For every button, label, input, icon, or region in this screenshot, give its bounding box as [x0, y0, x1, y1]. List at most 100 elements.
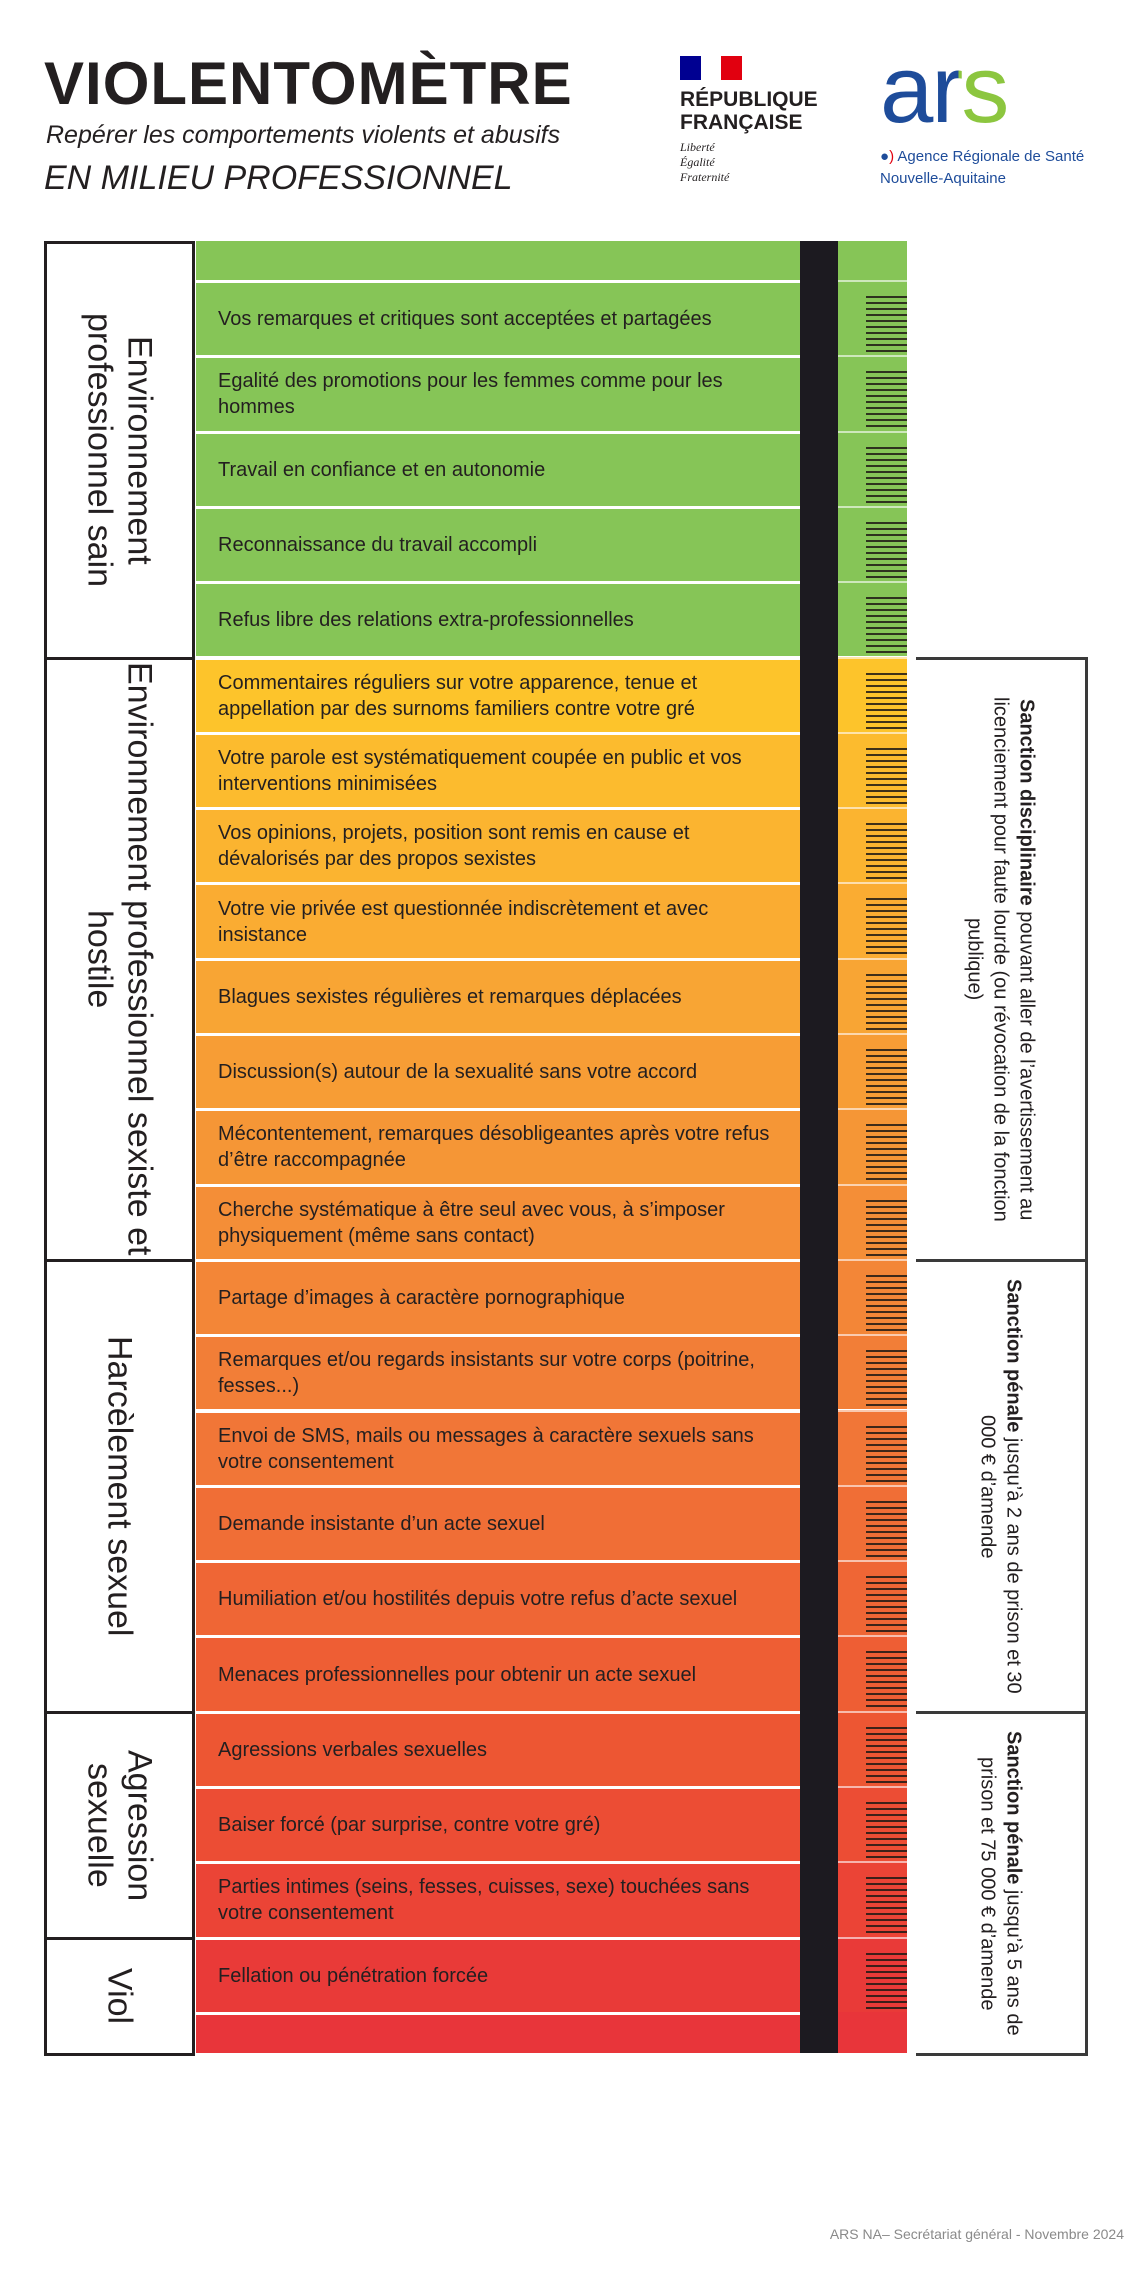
behavior-row: Humiliation et/ou hostilités depuis votr… — [196, 1560, 800, 1636]
tick-marks — [866, 1274, 907, 1335]
tick-segment — [838, 656, 907, 732]
behavior-row: Cherche systématique à être seul avec vo… — [196, 1183, 800, 1259]
behavior-text: Travail en confiance et en autonomie — [218, 458, 546, 481]
tick-segment — [838, 505, 907, 582]
behavior-text: Votre parole est systématiquement coupée… — [218, 746, 742, 795]
top-band — [196, 241, 800, 280]
behavior-text: Envoi de SMS, mails ou messages à caract… — [218, 1424, 754, 1473]
behavior-row: Remarques et/ou regards insistants sur v… — [196, 1334, 800, 1410]
behavior-text: Menaces professionnelles pour obtenir un… — [218, 1663, 697, 1686]
tick-marks — [866, 1425, 907, 1485]
behavior-row: Baiser forcé (par surprise, contre votre… — [196, 1786, 800, 1862]
tick-segment — [838, 355, 907, 431]
behavior-text: Vos opinions, projets, position sont rem… — [218, 822, 690, 871]
tick-marks — [866, 898, 907, 958]
tick-marks — [866, 1500, 907, 1561]
tick-marks — [866, 1124, 907, 1184]
behavior-text: Discussion(s) autour de la sexualité san… — [218, 1061, 698, 1084]
behavior-row: Commentaires réguliers sur votre apparen… — [196, 656, 800, 732]
behavior-row: Menaces professionnelles pour obtenir un… — [196, 1635, 800, 1711]
sanction-text: Sanction pénale jusqu’à 2 ans de prison … — [975, 1262, 1027, 1711]
behavior-text: Baiser forcé (par surprise, contre votre… — [218, 1814, 601, 1837]
section-label: Harcèlement sexuel — [44, 1258, 195, 1714]
tick-marks — [866, 1877, 907, 1937]
tick-marks — [866, 672, 907, 732]
sanction-box: Sanction disciplinaire pouvant aller de … — [916, 656, 1088, 1262]
tick-segment — [838, 280, 907, 356]
behavior-text: Egalité des promotions pour les femmes c… — [218, 370, 723, 419]
section-label-text: Environnement professionnel sain — [80, 313, 159, 588]
tick-segment — [838, 1560, 907, 1636]
ars-logo: ars ●) Agence Régionale de Santé Nouvell… — [880, 40, 1120, 200]
behavior-text: Mécontentement, remarques désobligeantes… — [218, 1123, 770, 1172]
tick-marks — [866, 747, 907, 808]
behavior-text: Humiliation et/ou hostilités depuis votr… — [218, 1588, 738, 1611]
tick-marks — [866, 1726, 907, 1786]
behavior-text: Refus libre des relations extra-professi… — [218, 609, 634, 632]
tick-column — [838, 241, 907, 2053]
behavior-row: Mécontentement, remarques désobligeantes… — [196, 1108, 800, 1184]
sanction-detail: pouvant aller de l’avertissement au lice… — [963, 696, 1038, 1222]
rf-motto: Fraternité — [680, 170, 730, 184]
behavior-row: Agressions verbales sexuelles — [196, 1710, 800, 1786]
tick-segment — [838, 1710, 907, 1786]
tick-marks — [866, 1651, 907, 1711]
tick-marks — [866, 521, 907, 582]
behavior-row: Blagues sexistes régulières et remarques… — [196, 957, 800, 1033]
tick-segment — [838, 882, 907, 958]
tick-marks — [866, 973, 907, 1033]
sanction-detail: jusqu’à 2 ans de prison et 30 000 € d’am… — [976, 1414, 1025, 1694]
behavior-row: Votre vie privée est questionnée indiscr… — [196, 882, 800, 958]
ars-letters: ars — [880, 36, 1009, 143]
behavior-row: Refus libre des relations extra-professi… — [196, 581, 800, 657]
sanction-detail: jusqu’à 5 ans de prison et 75 000 € d’am… — [976, 1756, 1025, 2036]
tick-marks — [866, 1952, 907, 2012]
tick-segment — [838, 1183, 907, 1259]
tick-segment — [838, 581, 907, 657]
tick-marks — [866, 1199, 907, 1259]
tick-marks — [866, 1049, 907, 1109]
section-label: Agression sexuelle — [44, 1710, 195, 1940]
ars-agency-line: ●) Agence Régionale de Santé — [880, 148, 1084, 166]
section-label-text: Agression sexuelle — [80, 1749, 159, 1901]
tick-marks — [866, 371, 907, 431]
tick-segment — [838, 731, 907, 808]
sanction-text: Sanction pénale jusqu’à 5 ans de prison … — [975, 1714, 1027, 2053]
page-title: VIOLENTOMÈTRE — [44, 50, 573, 117]
behavior-row: Egalité des promotions pour les femmes c… — [196, 355, 800, 431]
tick-band — [838, 241, 907, 280]
rf-line2: FRANÇAISE — [680, 111, 803, 134]
tick-segment — [838, 1334, 907, 1410]
behavior-text: Demande insistante d’un acte sexuel — [218, 1512, 545, 1535]
behavior-text: Blagues sexistes régulières et remarques… — [218, 985, 682, 1008]
tick-marks — [866, 597, 907, 657]
behavior-row: Demande insistante d’un acte sexuel — [196, 1484, 800, 1561]
sanction-type: Sanction pénale — [1002, 1278, 1025, 1433]
behavior-row: Travail en confiance et en autonomie — [196, 430, 800, 506]
tick-segment — [838, 1033, 907, 1109]
tick-segment — [838, 1108, 907, 1184]
rf-motto: Liberté — [680, 140, 715, 154]
behavior-text: Partage d’images à caractère pornographi… — [218, 1287, 625, 1310]
behavior-text: Parties intimes (seins, fesses, cuisses,… — [218, 1876, 750, 1925]
french-flag-icon — [680, 56, 743, 80]
sanction-type: Sanction pénale — [1002, 1731, 1025, 1885]
tick-segment — [838, 1484, 907, 1561]
ars-dot-icon: ● — [880, 148, 890, 165]
section-label-text: Harcèlement sexuel — [100, 1336, 139, 1637]
behavior-row: Envoi de SMS, mails ou messages à caract… — [196, 1409, 800, 1485]
behavior-text: Agressions verbales sexuelles — [218, 1738, 488, 1761]
ruler — [800, 241, 838, 2053]
behavior-text: Cherche systématique à être seul avec vo… — [218, 1198, 725, 1247]
behavior-row: Votre parole est systématiquement coupée… — [196, 731, 800, 808]
section-label-text: Viol — [100, 1968, 139, 2025]
section-label: Viol — [44, 1936, 195, 2056]
sanction-type: Sanction disciplinaire — [1015, 698, 1038, 906]
tick-segment — [838, 1936, 907, 2012]
sanction-text: Sanction disciplinaire pouvant aller de … — [962, 660, 1040, 1259]
ars-arc-icon: ) — [889, 148, 895, 165]
sanction-box: Sanction pénale jusqu’à 2 ans de prison … — [916, 1258, 1088, 1714]
behavior-row: Vos opinions, projets, position sont rem… — [196, 807, 800, 883]
rf-line1: RÉPUBLIQUE — [680, 88, 818, 111]
bottom-band — [196, 2011, 800, 2053]
